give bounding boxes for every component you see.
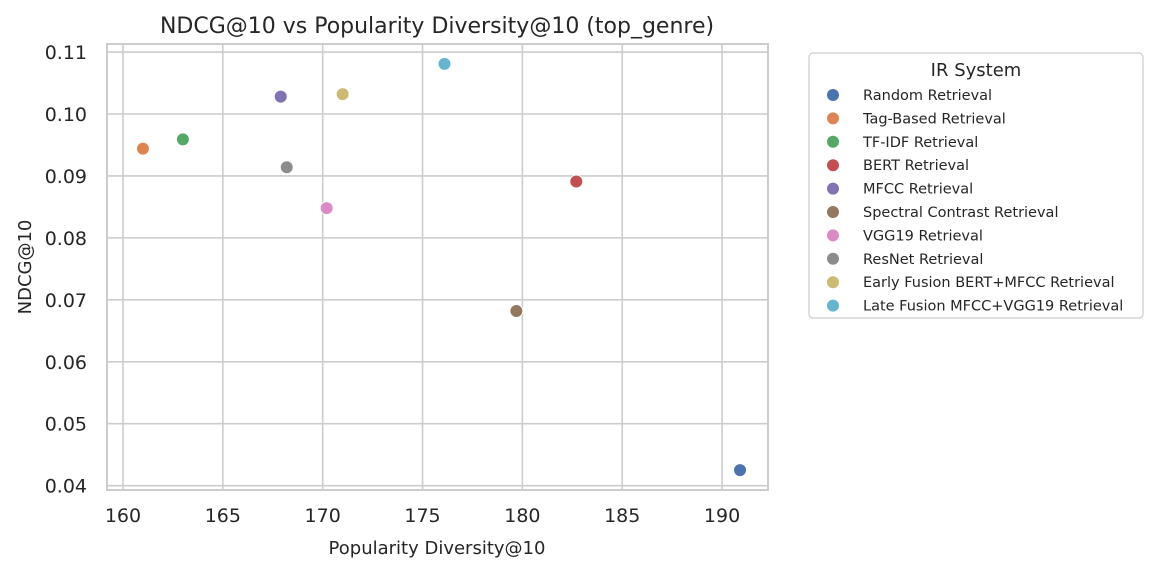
scatter-point [733,463,748,478]
x-tick-label: 160 [105,505,141,527]
legend-title: IR System [931,60,1022,81]
legend-marker [826,205,840,219]
y-tick-label: 0.06 [45,352,87,374]
grid-layer [107,44,768,490]
legend-label: VGG19 Retrieval [863,228,983,244]
legend-items: Random Retrieval Tag-Based Retrieval TF-ID… [826,88,1123,315]
chart-title: NDCG@10 vs Popularity Diversity@10 (top_… [160,14,714,39]
legend-label: Early Fusion BERT+MFCC Retrieval [863,275,1115,291]
legend-frame [808,52,1144,319]
x-tick-label: 180 [504,505,540,527]
data-points [135,56,748,478]
x-tick-label: 165 [205,505,241,527]
scatter-point [279,160,294,175]
legend: IR System Random Retrieval Tag-Based Retr… [808,52,1144,319]
legend-label: MFCC Retrieval [863,182,973,198]
legend-label: TF-IDF Retrieval [862,135,978,151]
scatter-point [175,132,190,147]
y-tick-label: 0.08 [45,228,87,250]
y-axis-label: NDCG@10 [15,220,36,315]
scatter-point [335,87,350,102]
y-tick-label: 0.04 [45,476,87,498]
y-tick-label: 0.05 [45,414,87,436]
x-tick-label: 185 [604,505,640,527]
x-axis-label: Popularity Diversity@10 [329,538,546,559]
legend-marker [826,88,840,102]
legend-label: ResNet Retrieval [863,252,983,268]
legend-marker [826,228,840,243]
legend-label: Tag-Based Retrieval [862,111,1006,127]
x-tick-label: 175 [404,505,440,527]
legend-marker [826,158,840,173]
scatter-point [273,89,288,104]
legend-label: Random Retrieval [863,88,992,104]
scatter-point [135,141,150,156]
y-tick-label: 0.09 [45,166,87,188]
scatter-point [437,56,452,71]
x-tick-label: 170 [305,505,341,527]
legend-marker [826,275,840,290]
legend-marker [826,181,840,196]
y-tick-label: 0.07 [45,290,87,312]
legend-marker [826,134,840,149]
legend-label: Spectral Contrast Retrieval [863,205,1058,221]
legend-marker [826,251,840,266]
scatter-point [319,201,334,216]
x-tick-label: 190 [704,505,740,527]
legend-marker [826,111,840,126]
y-tick-label: 0.10 [45,104,87,126]
scatter-point [509,303,524,318]
legend-label: Late Fusion MFCC+VGG19 Retrieval [863,299,1123,315]
legend-label: BERT Retrieval [863,158,969,174]
y-tick-label: 0.11 [45,42,87,64]
tick-labels: 160 165 170 175 180 185 190 0.04 0.05 0.06 0.07 0.0… [45,42,741,527]
legend-marker [826,298,840,313]
scatter-point [569,174,584,189]
plot-frame [106,43,769,491]
